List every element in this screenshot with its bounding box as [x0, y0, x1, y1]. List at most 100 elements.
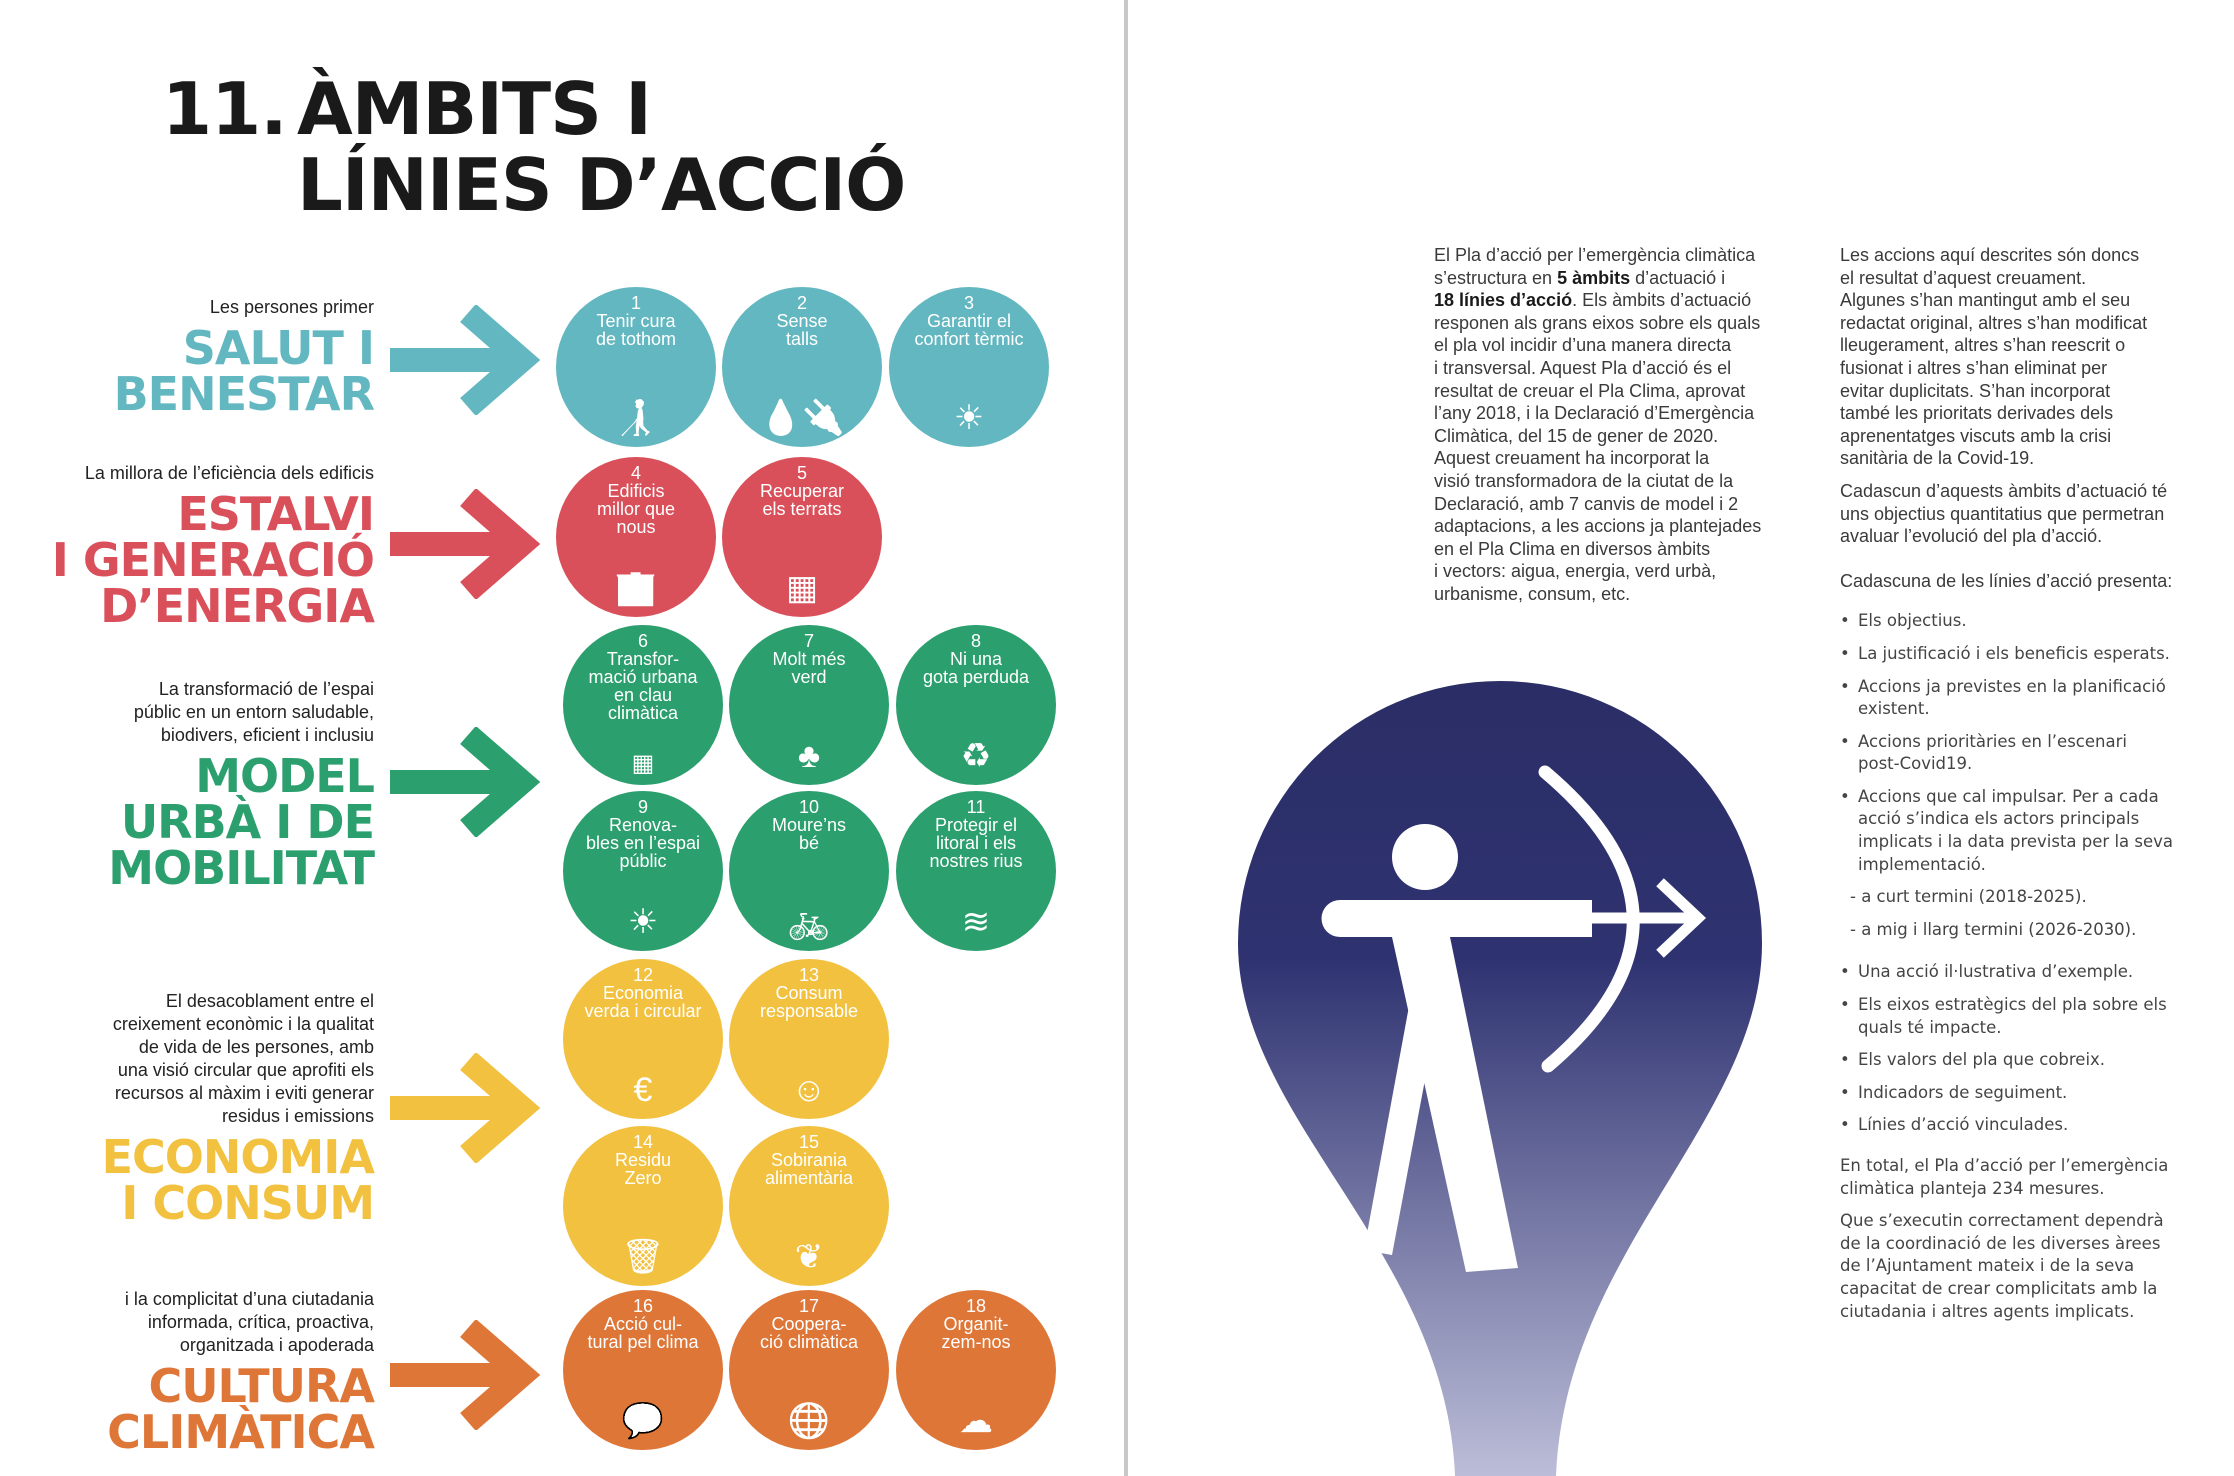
action-line-16[interactable]: 16 Acció cul-tural pel clima 💬: [563, 1290, 723, 1450]
action-line-7[interactable]: 7 Molt més verd ♣: [729, 625, 889, 785]
action-line-10[interactable]: 10 Moure’ns bé 🚲: [729, 791, 889, 951]
action-line-number: 7: [803, 631, 814, 651]
list-item: • La justificació i els beneficis esperat…: [1840, 643, 2173, 666]
action-line-number: 3: [963, 293, 974, 313]
action-line-label-line: Zero: [624, 1168, 662, 1188]
action-line-label-line: Molt més: [772, 649, 846, 669]
list-item-line: existent.: [1858, 699, 1930, 719]
action-line-2[interactable]: 2 Sense talls 💧🔌: [722, 287, 882, 447]
list-subitem: - a curt termini (2018-2025).: [1850, 887, 2087, 907]
list-item-line: Accions prioritàries en l’escenari: [1858, 731, 2127, 751]
action-line-12[interactable]: 12 Economia verda i circular €: [563, 959, 723, 1119]
action-line-number: 10: [798, 797, 820, 817]
category-energia: La millora de l’eficiència dels edificis…: [52, 462, 375, 629]
action-line-label-line: talls: [785, 329, 818, 349]
euro-cycle-icon: €: [633, 1071, 653, 1109]
bold-text: 18 línies d’acció: [1434, 290, 1573, 311]
action-line-9[interactable]: 9 Renova-bles en l’espai públic ☀: [563, 791, 723, 951]
category-subtitle: de vida de les persones, amb: [138, 1037, 374, 1057]
paragraph-line: de l’Ajuntament mateix i de la seva: [1840, 1256, 2135, 1276]
list-item-line: La justificació i els beneficis esperats…: [1858, 643, 2170, 663]
intro-line: i transversal. Aquest Pla d’acció és el: [1434, 357, 1761, 380]
bold-text: 5 àmbits: [1557, 267, 1631, 288]
text-segment: responen als grans eixos sobre els quals: [1434, 312, 1761, 333]
list-item-line: post-Covid19.: [1858, 754, 1973, 774]
title-line: LÍNIES D’ACCIÓ: [297, 143, 906, 227]
urban-grid-icon: ▦: [631, 750, 655, 777]
paragraph-line: Algunes s’han mantingut amb el seu: [1840, 290, 2131, 311]
action-line-label-line: tural pel clima: [587, 1332, 699, 1352]
action-line-label-line: millor que: [596, 499, 676, 519]
action-line-number: 11: [966, 797, 986, 817]
text-segment: urbanisme, consum, etc.: [1434, 583, 1631, 604]
bullet-icon: •: [1840, 786, 1850, 806]
paragraph-line: aprenentatges viscuts amb la crisi: [1840, 425, 2112, 446]
category-title: SALUT I BENESTAR: [113, 321, 375, 421]
action-line-number: 14: [632, 1132, 654, 1152]
arrow-right-icon: [390, 1318, 542, 1432]
category-title-line: CULTURA: [148, 1359, 375, 1413]
feature-list: • Els objectius. • La justificació i els be…: [1840, 610, 2173, 1137]
action-line-label-line: bles en l’espai: [585, 833, 701, 853]
action-line-label: Economia verda i circular: [563, 984, 723, 1020]
paragraph-line: lleugerament, altres s’han reescrit o: [1840, 335, 2126, 356]
action-line-label-line: nostres rius: [929, 851, 1023, 871]
action-line-17[interactable]: 17 Coopera-ció climàtica 🌐: [729, 1290, 889, 1450]
water-cycle-icon: ♻: [960, 737, 992, 775]
action-line-3[interactable]: 3 Garantir el confort tèrmic ☀: [889, 287, 1049, 447]
category-title-line: SALUT I: [182, 321, 375, 375]
bullet-icon: •: [1840, 731, 1850, 751]
action-line-4[interactable]: 4 Edificis millor que nous 🏢: [556, 457, 716, 617]
action-line-8[interactable]: 8 Ni una gota perduda ♻: [896, 625, 1056, 785]
paragraph-line: també les prioritats derivades dels: [1840, 403, 2114, 424]
list-item-line: Accions que cal impulsar. Per a cada: [1858, 786, 2159, 806]
category-title-line: BENESTAR: [113, 367, 375, 421]
action-line-18[interactable]: 18 Organit-zem-nos ☁: [896, 1290, 1056, 1450]
intro-line: Aquest creuament ha incorporat la: [1434, 447, 1761, 470]
action-line-label-line: públic: [619, 851, 667, 871]
action-line-14[interactable]: 14 Residu Zero 🗑: [563, 1126, 723, 1286]
paragraph: Cadascun d’aquests àmbits d’actuació té u…: [1840, 480, 2173, 548]
action-line-11[interactable]: 11 Protegir el litoral i els nostres rius ≋: [896, 791, 1056, 951]
list-item: • Els objectius.: [1840, 610, 2173, 633]
category-salut: Les persones primer SALUT I BENESTAR: [113, 296, 375, 421]
arrow-right-icon: [390, 725, 542, 839]
paragraph-line: fusionat i altres s’han eliminat per: [1840, 357, 2108, 378]
text-segment: adaptacions, a les accions ja plantejade…: [1434, 516, 1762, 537]
category-title: ECONOMIA I CONSUM: [102, 1134, 375, 1226]
action-line-label-line: Economia: [602, 983, 684, 1003]
action-line-label-line: en clau: [613, 685, 673, 705]
paragraph-line: evitar duplicitats. S’han incorporat: [1840, 380, 2111, 401]
bullet-icon: •: [1840, 643, 1850, 663]
action-line-label-line: Sobirania: [770, 1150, 848, 1170]
text-segment: El Pla d’acció per l’emergència climàtic…: [1434, 245, 1756, 265]
building-icon: 🏢: [614, 569, 658, 607]
action-line-6[interactable]: 6 Transfor-mació urbana en clau climàtica ▦: [563, 625, 723, 785]
action-line-5[interactable]: 5 Recuperar els terrats ▦: [722, 457, 882, 617]
action-line-label: Organit-zem-nos: [896, 1315, 1056, 1351]
category-subtitle: residus i emissions: [221, 1106, 374, 1126]
list-item-line: Accions ja previstes en la planificació: [1858, 676, 2166, 696]
waves-icon: ≋: [961, 903, 991, 941]
action-line-number: 1: [630, 293, 641, 313]
action-line-label-line: Organit-: [943, 1314, 1009, 1334]
section-number: 11.: [162, 67, 288, 151]
paragraph-line: climàtica planteja 234 mesures.: [1840, 1178, 2105, 1198]
action-line-1[interactable]: 1 Tenir cura de tothom 🧑‍🦯: [556, 287, 716, 447]
action-line-label-line: Sense: [776, 311, 828, 331]
paragraph-line: redactat original, altres s’han modifica…: [1840, 312, 2148, 333]
list-item: • Accions ja previstes en la planificació…: [1840, 676, 2173, 721]
action-line-number: 13: [798, 965, 820, 985]
action-line-15[interactable]: 15 Sobirania alimentària ❦: [729, 1126, 889, 1286]
action-line-label-line: Ni una: [949, 649, 1003, 669]
intro-line: l’any 2018, i la Declaració d’Emergència: [1434, 402, 1761, 425]
list-item: • Indicadors de seguiment.: [1840, 1082, 2173, 1105]
action-line-label-line: gota perduda: [922, 667, 1030, 687]
list-item: • Accions que cal impulsar. Per a cada acc…: [1840, 786, 2173, 876]
paragraph: Que s’executin correctament dependrà de l…: [1840, 1210, 2173, 1323]
action-line-13[interactable]: 13 Consum responsable ☺: [729, 959, 889, 1119]
action-line-label: Sense talls: [722, 312, 882, 348]
intro-line: El Pla d’acció per l’emergència climàtic…: [1434, 244, 1761, 267]
paragraph-line: uns objectius quantitatius que permetran: [1840, 503, 2165, 524]
text-segment: en el Pla Clima en diversos àmbits: [1434, 538, 1711, 559]
